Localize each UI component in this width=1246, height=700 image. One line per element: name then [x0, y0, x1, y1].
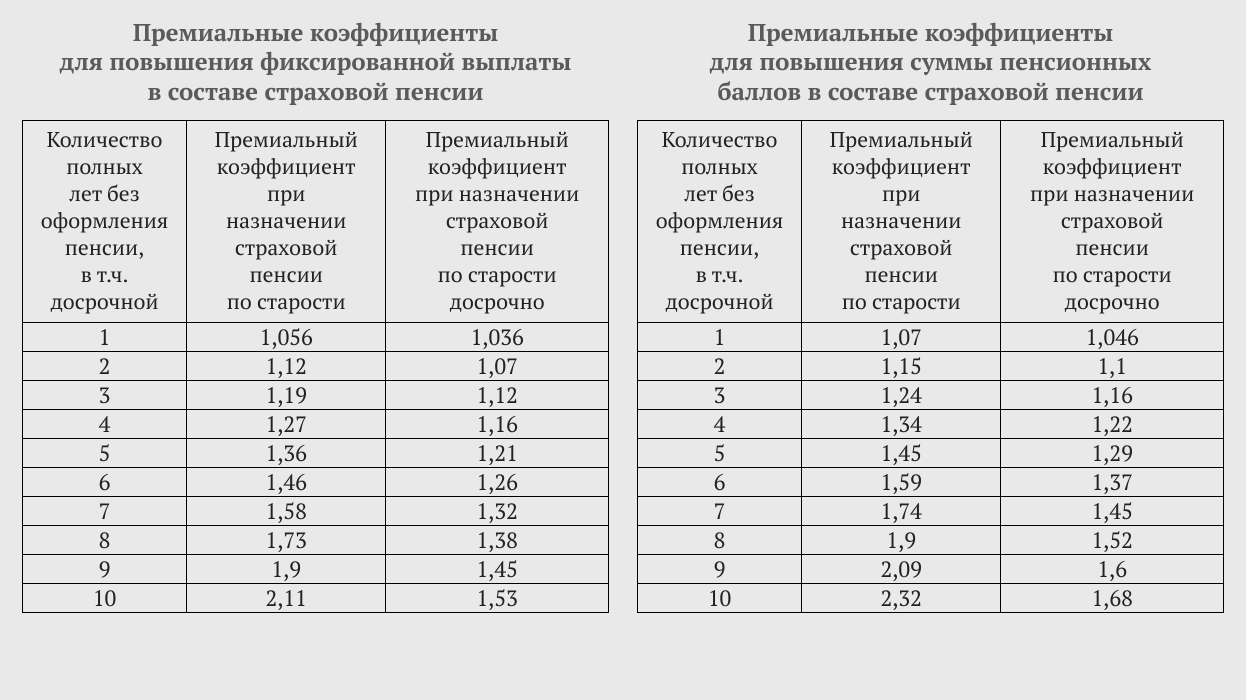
col-header: Премиальный коэффициент при назначении с…	[1001, 120, 1224, 323]
cell: 1,52	[1001, 526, 1224, 555]
cell: 3	[23, 381, 187, 410]
cell: 1,73	[187, 526, 386, 555]
cell: 1,12	[386, 381, 609, 410]
cell: 1,22	[1001, 410, 1224, 439]
cell: 10	[638, 584, 802, 613]
cell: 1,45	[386, 555, 609, 584]
cell: 1,59	[802, 468, 1001, 497]
table-row: 61,461,26	[23, 468, 609, 497]
left-table-title: Премиальные коэффициенты для повышения ф…	[22, 18, 609, 106]
right-panel: Премиальные коэффициенты для повышения с…	[637, 18, 1224, 678]
table-row: 51,361,21	[23, 439, 609, 468]
table-row: 92,091,6	[638, 555, 1224, 584]
cell: 1,26	[386, 468, 609, 497]
cell: 10	[23, 584, 187, 613]
cell: 5	[23, 439, 187, 468]
cell: 1,16	[1001, 381, 1224, 410]
left-panel: Премиальные коэффициенты для повышения ф…	[22, 18, 609, 678]
right-table: Количество полных лет без оформления пен…	[637, 120, 1224, 614]
cell: 7	[638, 497, 802, 526]
table-row: 21,121,07	[23, 352, 609, 381]
col-header: Премиальный коэффициент при назначении с…	[386, 120, 609, 323]
cell: 1,38	[386, 526, 609, 555]
cell: 2	[638, 352, 802, 381]
cell: 1,9	[187, 555, 386, 584]
table-row: 81,91,52	[638, 526, 1224, 555]
cell: 1,45	[1001, 497, 1224, 526]
col-header: Премиальный коэффициент при назначении с…	[187, 120, 386, 323]
table-header-row: Количество полных лет без оформления пен…	[638, 120, 1224, 323]
cell: 1,046	[1001, 323, 1224, 352]
cell: 1,46	[187, 468, 386, 497]
table-row: 31,191,12	[23, 381, 609, 410]
cell: 1,58	[187, 497, 386, 526]
cell: 1,32	[386, 497, 609, 526]
cell: 1,12	[187, 352, 386, 381]
cell: 8	[23, 526, 187, 555]
cell: 1,9	[802, 526, 1001, 555]
cell: 1,07	[802, 323, 1001, 352]
cell: 1	[638, 323, 802, 352]
cell: 9	[638, 555, 802, 584]
cell: 1,53	[386, 584, 609, 613]
table-row: 51,451,29	[638, 439, 1224, 468]
cell: 4	[638, 410, 802, 439]
cell: 1	[23, 323, 187, 352]
cell: 1,74	[802, 497, 1001, 526]
cell: 7	[23, 497, 187, 526]
table-row: 91,91,45	[23, 555, 609, 584]
cell: 1,37	[1001, 468, 1224, 497]
table-row: 21,151,1	[638, 352, 1224, 381]
table-row: 61,591,37	[638, 468, 1224, 497]
cell: 9	[23, 555, 187, 584]
table-row: 102,111,53	[23, 584, 609, 613]
cell: 2	[23, 352, 187, 381]
cell: 1,34	[802, 410, 1001, 439]
cell: 6	[638, 468, 802, 497]
table-row: 11,0561,036	[23, 323, 609, 352]
table-row: 11,071,046	[638, 323, 1224, 352]
table-row: 41,271,16	[23, 410, 609, 439]
cell: 1,45	[802, 439, 1001, 468]
cell: 1,27	[187, 410, 386, 439]
cell: 1,056	[187, 323, 386, 352]
cell: 1,19	[187, 381, 386, 410]
cell: 1,24	[802, 381, 1001, 410]
cell: 4	[23, 410, 187, 439]
cell: 2,09	[802, 555, 1001, 584]
cell: 1,1	[1001, 352, 1224, 381]
cell: 5	[638, 439, 802, 468]
left-table: Количество полных лет без оформления пен…	[22, 120, 609, 614]
table-row: 81,731,38	[23, 526, 609, 555]
table-row: 31,241,16	[638, 381, 1224, 410]
cell: 8	[638, 526, 802, 555]
cell: 3	[638, 381, 802, 410]
table-row: 71,581,32	[23, 497, 609, 526]
table-header-row: Количество полных лет без оформления пен…	[23, 120, 609, 323]
col-header: Количество полных лет без оформления пен…	[23, 120, 187, 323]
cell: 1,036	[386, 323, 609, 352]
table-row: 71,741,45	[638, 497, 1224, 526]
col-header: Премиальный коэффициент при назначении с…	[802, 120, 1001, 323]
cell: 1,36	[187, 439, 386, 468]
table-row: 41,341,22	[638, 410, 1224, 439]
cell: 1,6	[1001, 555, 1224, 584]
cell: 1,07	[386, 352, 609, 381]
page: Премиальные коэффициенты для повышения ф…	[0, 0, 1246, 700]
cell: 1,68	[1001, 584, 1224, 613]
right-table-title: Премиальные коэффициенты для повышения с…	[637, 18, 1224, 106]
col-header: Количество полных лет без оформления пен…	[638, 120, 802, 323]
cell: 1,16	[386, 410, 609, 439]
table-row: 102,321,68	[638, 584, 1224, 613]
cell: 6	[23, 468, 187, 497]
cell: 1,15	[802, 352, 1001, 381]
cell: 2,11	[187, 584, 386, 613]
cell: 2,32	[802, 584, 1001, 613]
cell: 1,29	[1001, 439, 1224, 468]
cell: 1,21	[386, 439, 609, 468]
